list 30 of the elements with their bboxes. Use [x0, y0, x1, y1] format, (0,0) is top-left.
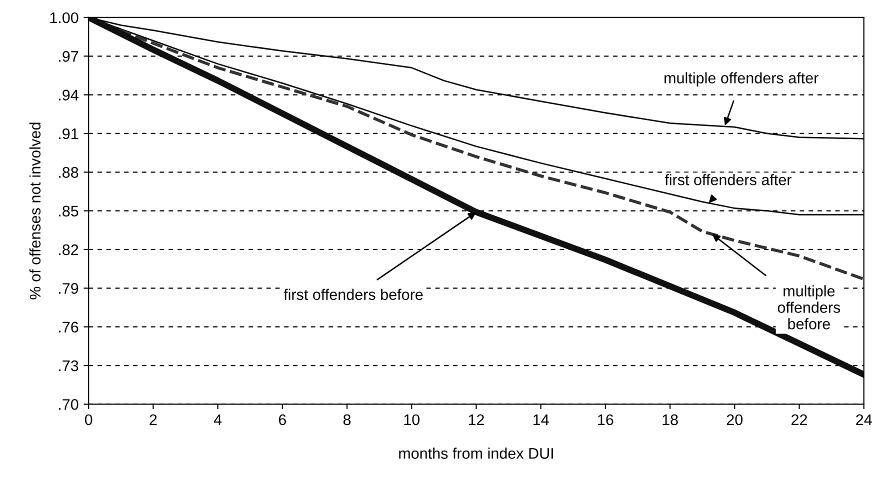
y-tick-label: .85: [59, 206, 78, 217]
x-axis-title: months from index DUI: [399, 448, 553, 459]
y-tick-label: .97: [59, 51, 78, 62]
annotation: multiple offenders after: [664, 72, 818, 86]
x-tick-label: 24: [856, 414, 872, 425]
annotation: first offenders after: [664, 174, 792, 186]
x-tick-label: 20: [726, 414, 743, 426]
y-tick-label: .79: [59, 283, 78, 294]
y-tick-label: .70: [59, 399, 78, 410]
y-axis-title: % of offenses not involved: [29, 122, 41, 300]
x-tick-label: 16: [598, 414, 614, 426]
x-tick-label: 2: [150, 414, 157, 425]
annotation: first offenders before: [284, 288, 423, 300]
x-tick-label: 10: [404, 414, 420, 426]
x-tick-label: 4: [214, 414, 222, 425]
y-tick-label: .76: [59, 322, 78, 333]
x-tick-label: 22: [792, 414, 807, 425]
annotation: multiple offenders before: [778, 285, 840, 330]
y-tick-label: .88: [59, 167, 78, 178]
y-tick-label: .82: [59, 244, 78, 256]
x-tick-label: 8: [343, 414, 351, 426]
x-tick-label: 18: [662, 414, 678, 426]
y-tick-label: .91: [59, 128, 78, 140]
x-tick-label: 12: [468, 414, 484, 425]
y-tick-label: 1.00: [50, 12, 78, 24]
y-tick-label: .73: [59, 360, 78, 372]
x-tick-label: 14: [534, 414, 549, 425]
y-tick-label: .94: [59, 90, 78, 100]
x-tick-label: 6: [278, 414, 286, 426]
x-tick-label: 0: [84, 414, 92, 426]
